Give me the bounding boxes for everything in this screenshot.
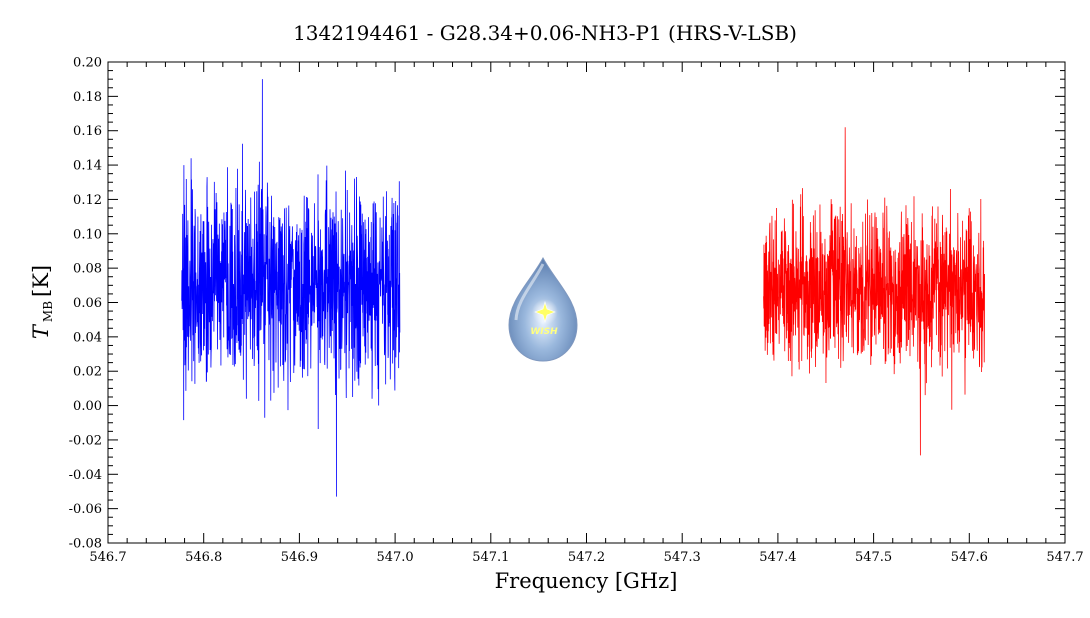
y-tick-label: 0.00 [73, 399, 102, 414]
x-tick-label: 547.4 [759, 550, 796, 565]
y-axis-symbol: T [29, 323, 53, 339]
y-tick-label: 0.18 [73, 90, 102, 105]
y-tick-label: -0.08 [69, 537, 102, 552]
x-tick-label: 547.1 [472, 550, 509, 565]
spectrum-series-1 [181, 79, 401, 497]
x-tick-label: 547.7 [1046, 550, 1083, 565]
x-tick-label: 547.5 [855, 550, 892, 565]
y-tick-label: 0.06 [73, 296, 102, 311]
x-axis-label: Frequency [GHz] [495, 569, 678, 593]
x-tick-label: 547.3 [664, 550, 701, 565]
chart-title: 1342194461 - G28.34+0.06-NH3-P1 (HRS-V-L… [293, 21, 797, 45]
y-tick-label: 0.14 [73, 159, 102, 174]
ticks-layer: 546.7 546.8 546.9 547.0 547.1 547.2 547.3 547.4… [69, 56, 1084, 566]
y-tick-label: -0.04 [69, 468, 102, 483]
y-axis-subscript: MB [41, 301, 55, 322]
y-axis-label: TMB [K] [29, 265, 55, 339]
y-tick-label: -0.02 [69, 433, 102, 448]
x-tick-label: 546.8 [185, 550, 222, 565]
y-tick-label: 0.20 [73, 56, 102, 71]
x-tick-label: 546.7 [89, 550, 126, 565]
spectrum-series-2 [763, 127, 986, 456]
wish-logo-text: WISH [530, 327, 558, 337]
series-layer [181, 79, 986, 497]
x-tick-label: 547.2 [568, 550, 605, 565]
y-tick-label: 0.02 [73, 365, 102, 380]
y-axis-unit: [K] [29, 265, 53, 297]
x-tick-label: 547.6 [951, 550, 988, 565]
x-tick-label: 546.9 [281, 550, 318, 565]
star-icon [534, 300, 556, 324]
y-tick-label: 0.12 [73, 193, 102, 208]
y-tick-label: 0.04 [73, 330, 102, 345]
y-tick-label: 0.10 [73, 227, 102, 242]
y-tick-label: 0.16 [73, 124, 102, 139]
x-tick-label: 547.0 [376, 550, 413, 565]
y-tick-label: -0.06 [69, 502, 102, 517]
wish-logo: WISH [508, 256, 578, 362]
y-tick-label: 0.08 [73, 262, 102, 277]
